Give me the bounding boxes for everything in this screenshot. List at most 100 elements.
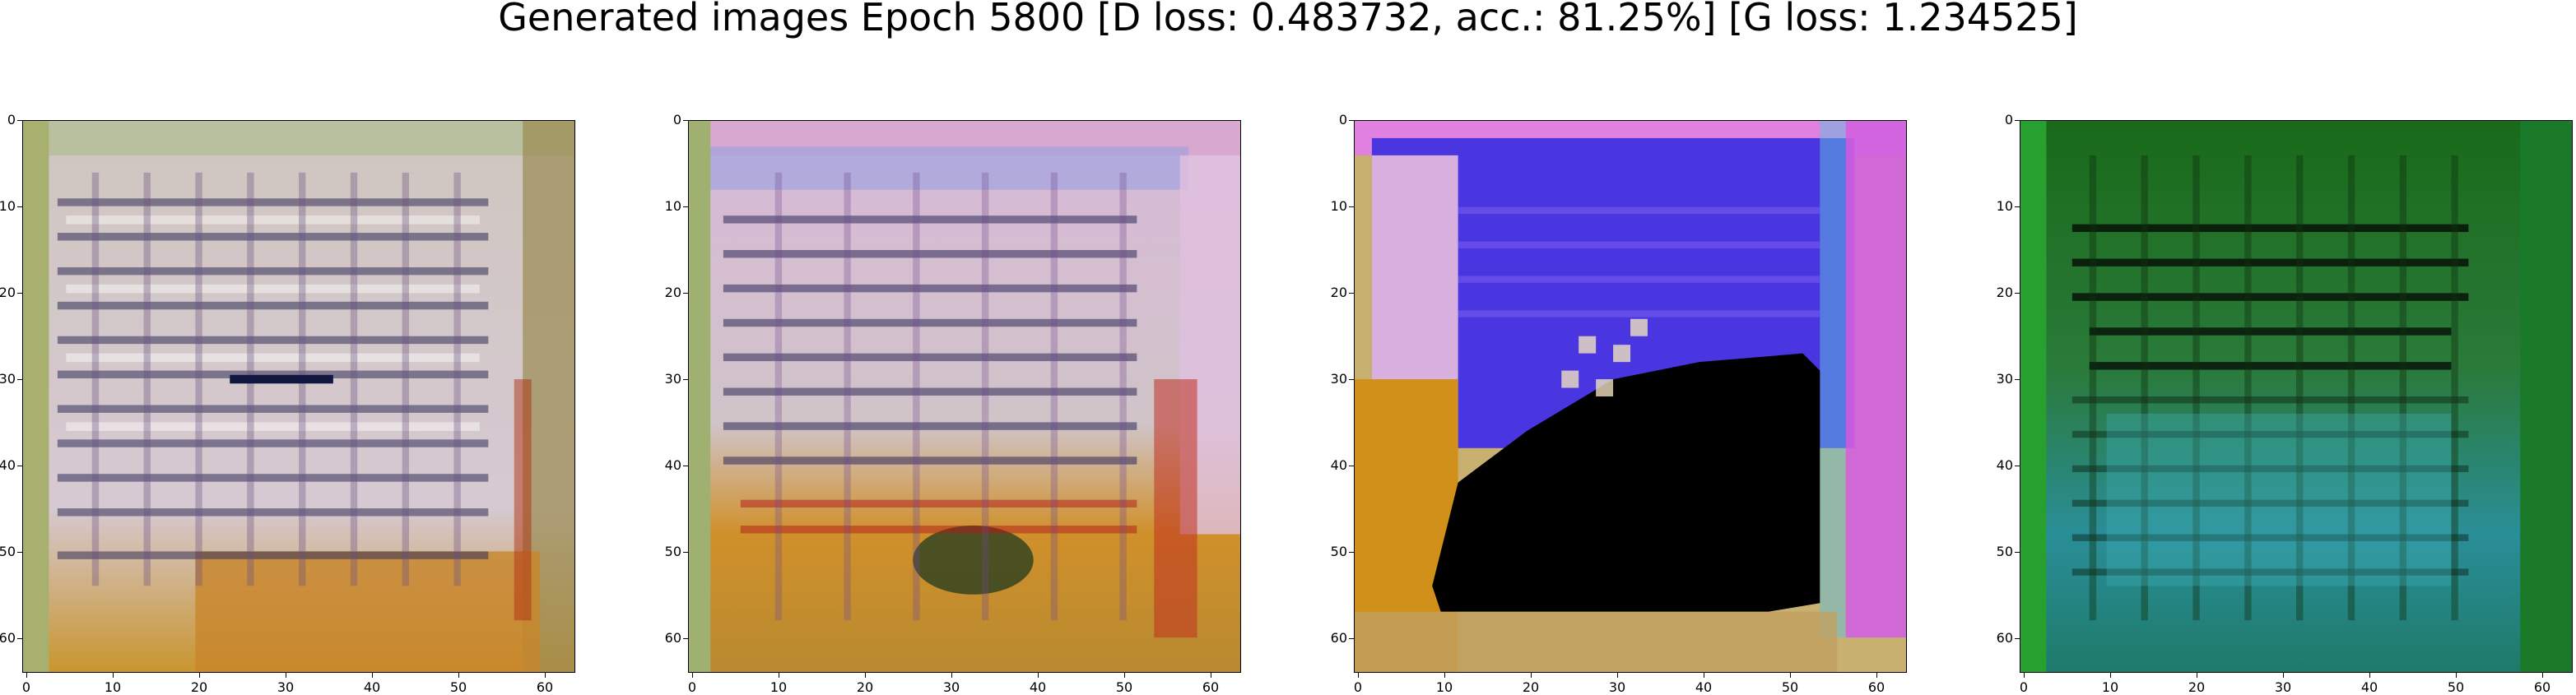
x-tick-label: 20 — [856, 679, 874, 695]
x-tick-label: 40 — [1029, 679, 1047, 695]
x-tick-mark — [2024, 673, 2025, 678]
x-tick-mark — [692, 673, 693, 678]
generated-image-3-picture — [1355, 121, 1906, 672]
y-tick-label: 20 — [664, 285, 681, 300]
x-tick-label: 50 — [1115, 679, 1133, 695]
x-tick-label: 60 — [1202, 679, 1220, 695]
x-tick-mark — [1617, 673, 1618, 678]
x-tick-label: 0 — [21, 679, 31, 695]
y-tick-mark — [683, 206, 688, 207]
y-tick-label: 40 — [0, 457, 16, 473]
x-tick-label: 10 — [104, 679, 122, 695]
x-tick-label: 60 — [2533, 679, 2551, 695]
generated-image-3 — [1354, 120, 1907, 673]
x-tick-label: 30 — [1608, 679, 1626, 695]
y-tick-label: 60 — [1996, 630, 2013, 646]
x-tick-label: 0 — [687, 679, 697, 695]
y-tick-mark — [17, 552, 22, 553]
y-tick-mark — [683, 293, 688, 294]
generated-image-1-picture — [23, 121, 574, 672]
x-tick-label: 30 — [277, 679, 295, 695]
y-tick-mark — [683, 638, 688, 639]
generated-image-panel-2: 0 10 20 30 40 50 60 0 10 20 30 40 50 60 — [665, 114, 1241, 694]
x-tick-mark — [1876, 673, 1877, 678]
y-tick-mark — [1349, 206, 1354, 207]
y-tick-mark — [17, 120, 22, 121]
x-tick-label: 10 — [770, 679, 788, 695]
y-tick-label: 50 — [1996, 544, 2013, 559]
y-tick-mark — [17, 379, 22, 380]
generated-image-1 — [22, 120, 575, 673]
x-tick-mark — [199, 673, 200, 678]
generated-image-4-picture — [2020, 121, 2572, 672]
x-tick-label: 30 — [2274, 679, 2292, 695]
x-tick-mark — [951, 673, 952, 678]
y-tick-mark — [2015, 638, 2020, 639]
y-tick-label: 60 — [1330, 630, 1347, 646]
generated-image-panel-1: 0 10 20 30 40 50 60 0 10 20 30 40 50 60 — [0, 114, 575, 694]
y-tick-mark — [683, 552, 688, 553]
x-tick-label: 40 — [363, 679, 381, 695]
x-tick-mark — [865, 673, 866, 678]
x-tick-mark — [1038, 673, 1039, 678]
x-tick-label: 20 — [190, 679, 208, 695]
y-tick-label: 40 — [1996, 457, 2013, 473]
x-tick-mark — [1531, 673, 1532, 678]
y-tick-label: 40 — [664, 457, 681, 473]
generated-image-panel-4: 0 10 20 30 40 50 60 0 10 20 30 40 50 60 — [1997, 114, 2573, 694]
x-tick-label: 30 — [942, 679, 960, 695]
y-tick-label: 20 — [1330, 285, 1347, 300]
y-tick-label: 10 — [1996, 198, 2013, 214]
y-tick-mark — [2015, 379, 2020, 380]
y-tick-label: 50 — [664, 544, 681, 559]
x-tick-mark — [458, 673, 459, 678]
y-tick-label: 0 — [7, 112, 16, 127]
y-tick-label: 40 — [1330, 457, 1347, 473]
x-tick-mark — [26, 673, 27, 678]
x-tick-mark — [372, 673, 373, 678]
y-tick-label: 0 — [672, 112, 681, 127]
generated-image-4 — [2020, 120, 2573, 673]
y-tick-mark — [2015, 293, 2020, 294]
y-tick-label: 30 — [1330, 371, 1347, 387]
y-tick-label: 30 — [0, 371, 16, 387]
y-tick-mark — [2015, 552, 2020, 553]
x-tick-mark — [2283, 673, 2284, 678]
x-tick-label: 50 — [2447, 679, 2465, 695]
y-tick-label: 20 — [1996, 285, 2013, 300]
generated-image-panel-3: 0 10 20 30 40 50 60 0 10 20 30 40 50 60 — [1331, 114, 1907, 694]
y-tick-mark — [683, 120, 688, 121]
x-tick-label: 0 — [2019, 679, 2029, 695]
x-tick-label: 60 — [1867, 679, 1886, 695]
y-tick-mark — [1349, 379, 1354, 380]
x-tick-mark — [2110, 673, 2111, 678]
x-tick-label: 40 — [2360, 679, 2378, 695]
x-tick-mark — [2369, 673, 2370, 678]
y-tick-mark — [2015, 120, 2020, 121]
generated-image-2 — [688, 120, 1241, 673]
y-tick-label: 30 — [664, 371, 681, 387]
x-tick-label: 60 — [536, 679, 554, 695]
y-tick-label: 60 — [0, 630, 16, 646]
y-tick-label: 0 — [1338, 112, 1347, 127]
x-tick-label: 50 — [449, 679, 467, 695]
y-tick-mark — [1349, 293, 1354, 294]
x-tick-label: 20 — [2188, 679, 2206, 695]
x-tick-label: 10 — [2101, 679, 2119, 695]
generated-image-2-picture — [689, 121, 1240, 672]
x-tick-label: 40 — [1695, 679, 1713, 695]
y-tick-mark — [1349, 638, 1354, 639]
x-tick-mark — [1444, 673, 1445, 678]
y-tick-mark — [683, 379, 688, 380]
x-tick-label: 10 — [1435, 679, 1453, 695]
y-tick-mark — [2015, 206, 2020, 207]
y-tick-label: 30 — [1996, 371, 2013, 387]
x-tick-label: 50 — [1781, 679, 1799, 695]
x-tick-mark — [2542, 673, 2543, 678]
y-tick-label: 50 — [0, 544, 16, 559]
x-tick-label: 20 — [1522, 679, 1540, 695]
y-tick-mark — [1349, 120, 1354, 121]
y-tick-label: 50 — [1330, 544, 1347, 559]
x-tick-mark — [113, 673, 114, 678]
y-tick-label: 10 — [1330, 198, 1347, 214]
